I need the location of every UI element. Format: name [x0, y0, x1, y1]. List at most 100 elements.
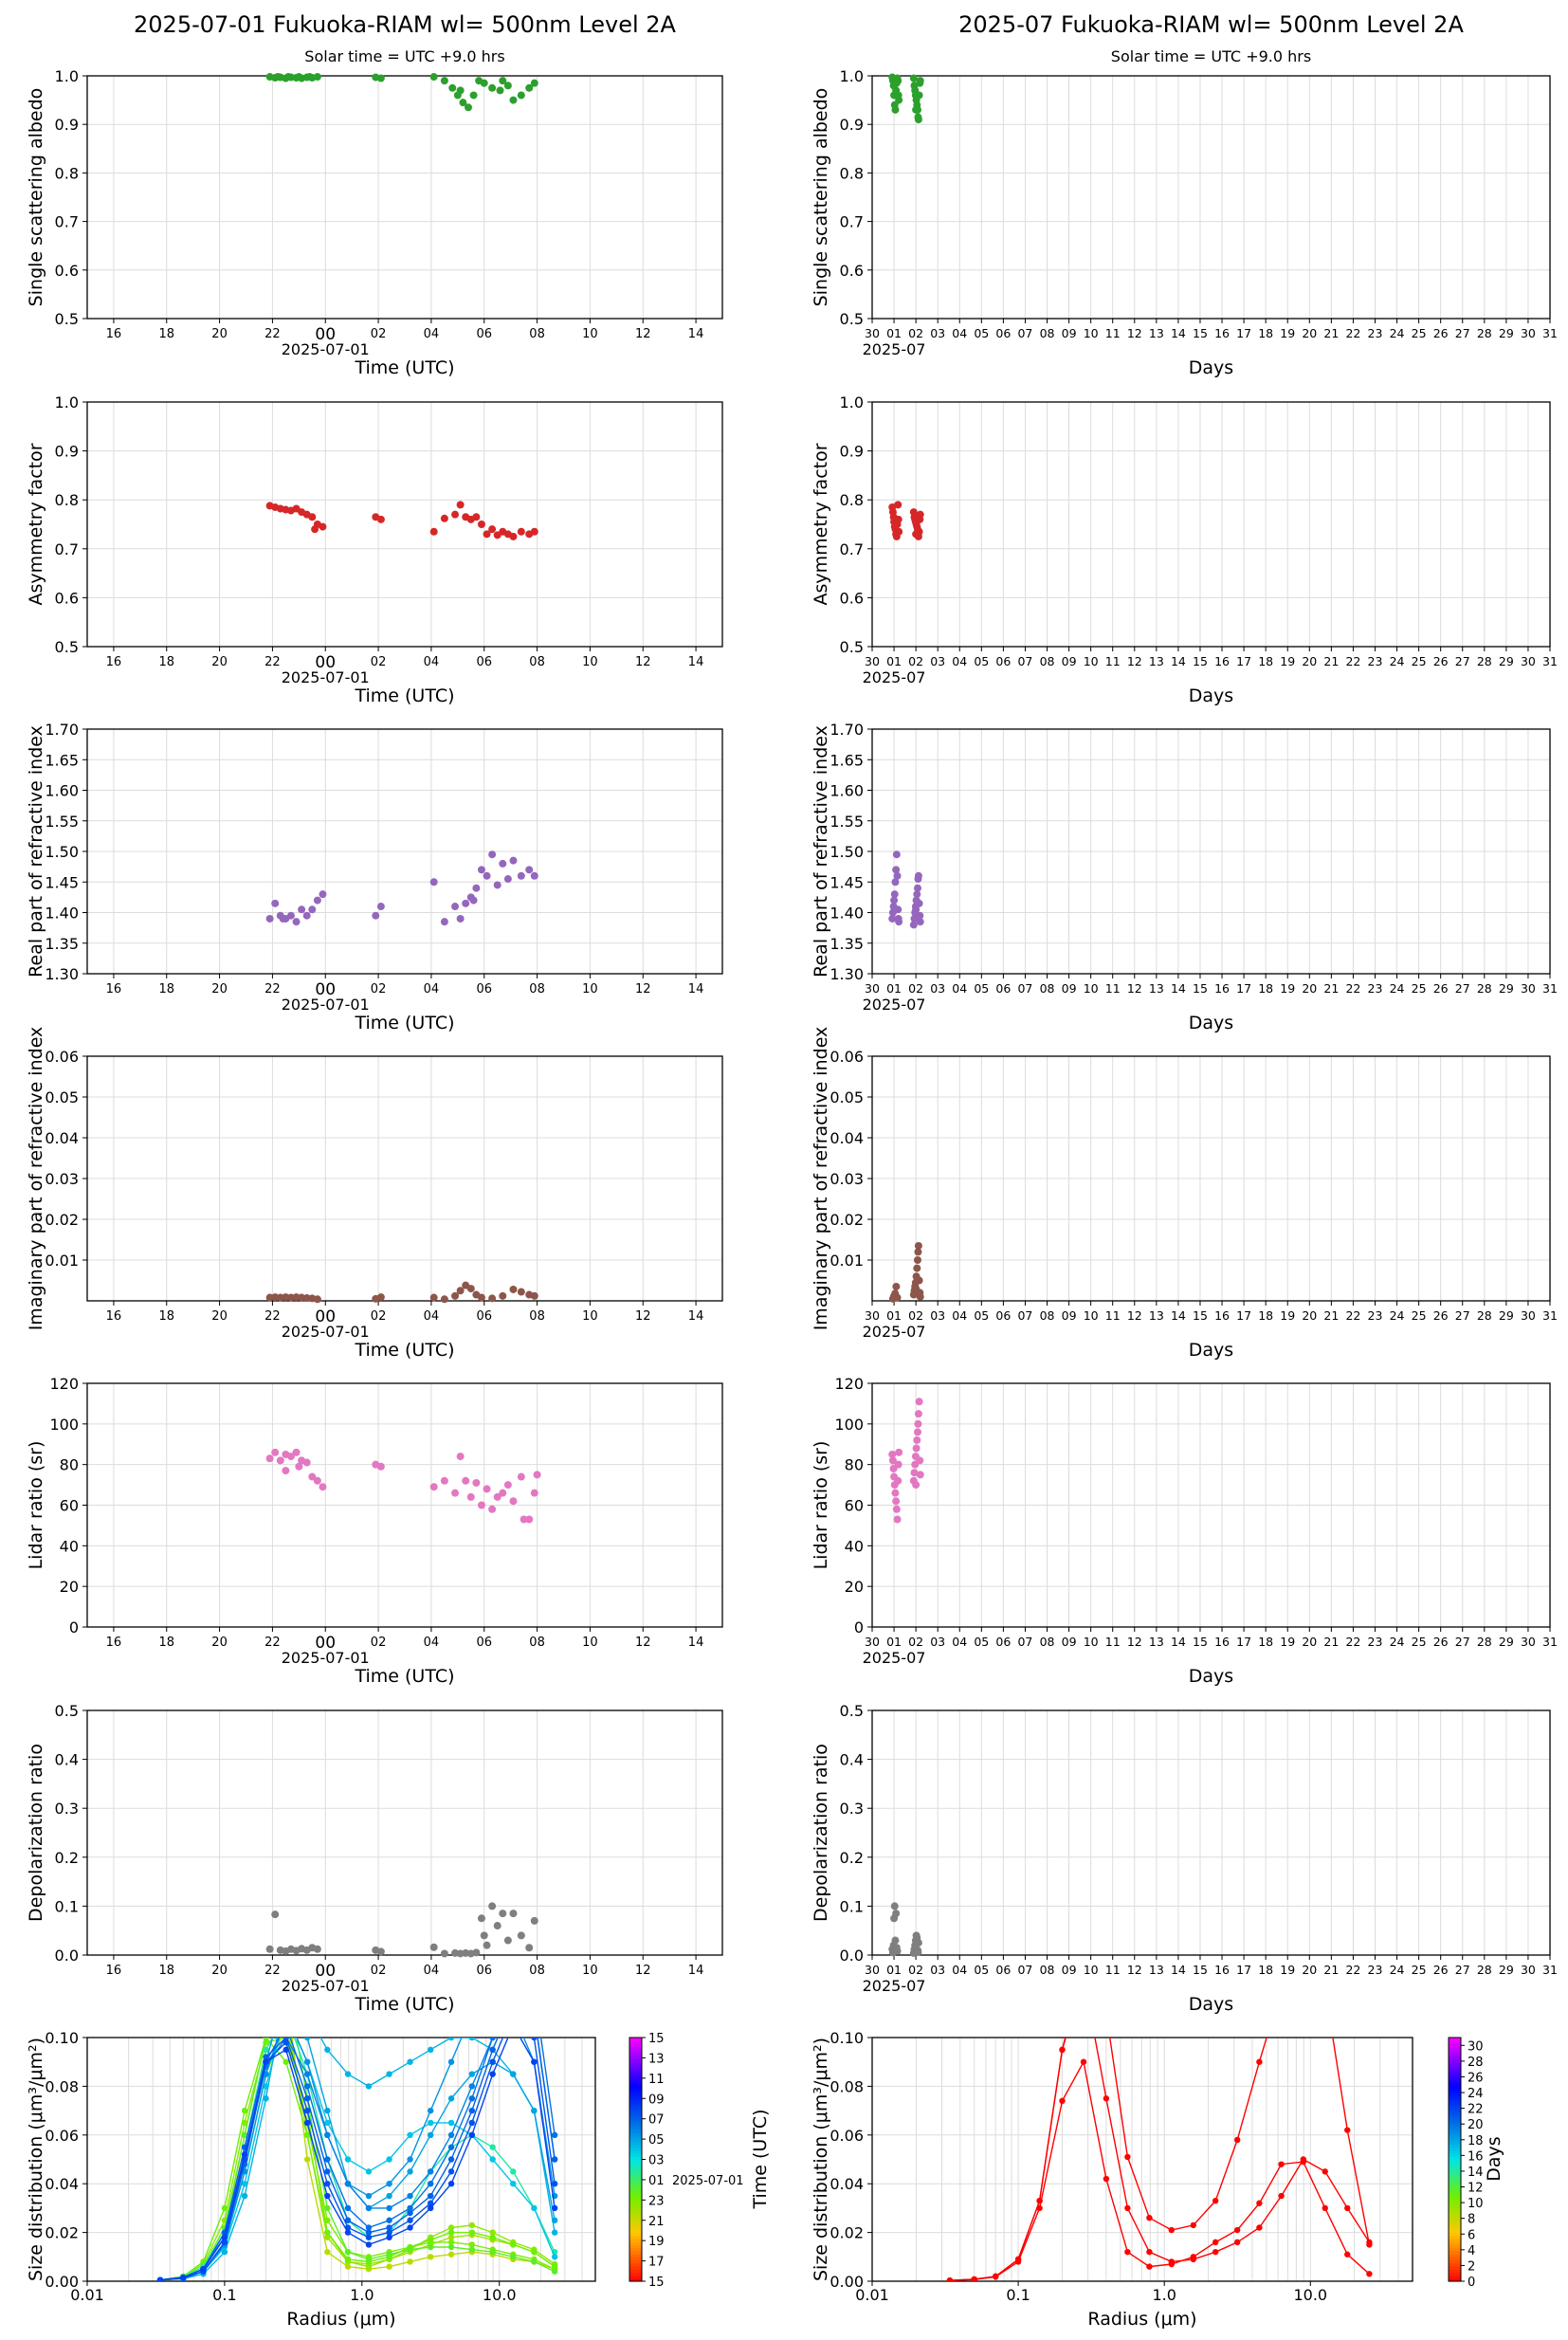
data-point — [324, 2046, 331, 2054]
x-tick-label: 14 — [688, 1309, 704, 1324]
data-point — [376, 515, 385, 523]
colorbar-segment — [1449, 2156, 1461, 2161]
data-point — [1168, 2260, 1175, 2268]
data-point — [477, 1914, 485, 1923]
data-point — [551, 2254, 558, 2260]
colorbar-segment — [629, 2111, 642, 2114]
data-point — [894, 905, 903, 914]
data-point — [465, 103, 472, 112]
x-tick-label: 24 — [1390, 654, 1405, 668]
data-point — [302, 1458, 311, 1467]
x-tick-label: 11 — [1105, 981, 1121, 996]
x-tick-label: 25 — [1412, 981, 1427, 996]
data-point — [890, 890, 899, 899]
x-tick-label: 23 — [1368, 1308, 1383, 1323]
y-tick-label: 0.06 — [830, 1048, 864, 1066]
x-tick-label: 22 — [264, 1309, 281, 1324]
colorbar-segment — [629, 2180, 642, 2185]
colorbar-tick-label: 8 — [1468, 2213, 1475, 2227]
x-axis-label: Days — [1189, 1666, 1233, 1687]
data-point — [531, 2038, 538, 2041]
x-tick-label: 02 — [908, 1963, 923, 1977]
colorbar-segment — [629, 2144, 642, 2148]
colorbar-frame — [1448, 2037, 1462, 2282]
y-tick-label: 0.6 — [55, 262, 79, 280]
data-point — [263, 2046, 269, 2054]
data-point — [428, 2107, 434, 2114]
colorbar-segment — [1449, 2174, 1461, 2179]
data-point — [313, 1295, 321, 1304]
data-point — [271, 1910, 280, 1919]
colorbar-segment — [1449, 2220, 1461, 2224]
colorbar-segment — [629, 2116, 642, 2121]
colorbar-segment — [1449, 2113, 1461, 2118]
data-point — [263, 2095, 269, 2102]
data-point — [892, 1282, 901, 1290]
colorbar-segment — [1449, 2119, 1461, 2124]
x-tick-label: 03 — [930, 1963, 945, 1977]
colorbar-tick-label: 09 — [648, 2093, 665, 2107]
colorbar-segment — [1449, 2144, 1461, 2148]
data-point — [1278, 2192, 1285, 2200]
data-point — [469, 2010, 475, 2016]
x-axis-label: Time (UTC) — [354, 1340, 454, 1361]
data-point — [913, 1435, 921, 1444]
x-tick-label: 04 — [952, 326, 967, 340]
y-tick-label: 1.70 — [830, 721, 864, 739]
x-tick-label: 08 — [1040, 326, 1055, 340]
x-axis-label: Time (UTC) — [354, 686, 454, 706]
y-tick-label: 0.08 — [45, 2077, 79, 2095]
data-point — [1344, 2251, 1351, 2258]
x-tick-label: 30 — [865, 1963, 880, 1977]
colorbar-segment — [1449, 2131, 1461, 2136]
y-tick-label: 20 — [845, 1578, 864, 1596]
lidar_month-axes: 30 01 02 03 04 05 06 07 08 09 10 11 12 13 14 15 16 17 18 19… — [811, 1375, 1558, 1687]
data-point — [892, 850, 901, 859]
colorbar-segment — [629, 2168, 642, 2172]
colorbar-segment — [629, 2204, 642, 2209]
colorbar-tick-label: 11 — [648, 2073, 665, 2087]
data-point — [466, 1285, 475, 1293]
data-point — [344, 2248, 352, 2256]
colorbar-segment — [1449, 2107, 1461, 2111]
data-point — [472, 513, 481, 521]
asym_month-points — [888, 501, 924, 540]
x-tick-label: 14 — [1171, 1635, 1186, 1649]
data-point — [1256, 2058, 1263, 2065]
data-point — [1344, 2127, 1351, 2133]
x-tick-label: 0.1 — [212, 2286, 236, 2304]
y-tick-label: 0.10 — [45, 2029, 79, 2047]
size-distribution-line — [159, 2038, 556, 2281]
data-point — [493, 881, 501, 889]
data-point — [295, 73, 303, 82]
data-point — [283, 2046, 289, 2054]
data-point — [324, 2119, 331, 2127]
colorbar-tick-label: 16 — [1468, 2149, 1484, 2164]
x-tick-label: 26 — [1433, 1308, 1449, 1323]
x-tick-label: 09 — [1062, 654, 1077, 668]
y-tick-label: 0.02 — [45, 2224, 79, 2242]
data-point — [510, 1985, 516, 1991]
colorbar-tick-label: 30 — [1468, 2039, 1484, 2054]
data-point — [892, 866, 901, 874]
data-point — [365, 2241, 373, 2248]
data-point — [308, 905, 317, 914]
data-point — [1212, 2239, 1219, 2246]
x-tick-label: 16 — [1214, 1963, 1230, 1977]
y-axis-label: Size distribution (μm³/μm²) — [811, 2038, 831, 2281]
y-tick-label: 1.30 — [830, 965, 864, 983]
x-tick-label: 28 — [1477, 1308, 1492, 1323]
data-point — [448, 83, 457, 92]
data-point — [1278, 1985, 1284, 1991]
data-point — [1124, 2153, 1131, 2161]
data-point — [298, 905, 306, 914]
data-point — [407, 2224, 413, 2231]
y-tick-label: 0.5 — [840, 638, 864, 656]
x-tick-label: 05 — [974, 981, 989, 996]
colorbar-segment — [629, 2196, 642, 2200]
y-tick-label: 0.06 — [45, 2127, 79, 2145]
data-point — [456, 1453, 465, 1461]
x-tick-label: 17 — [1236, 1308, 1251, 1323]
data-point — [551, 2156, 558, 2163]
x-tick-label: 20 — [1302, 326, 1317, 340]
